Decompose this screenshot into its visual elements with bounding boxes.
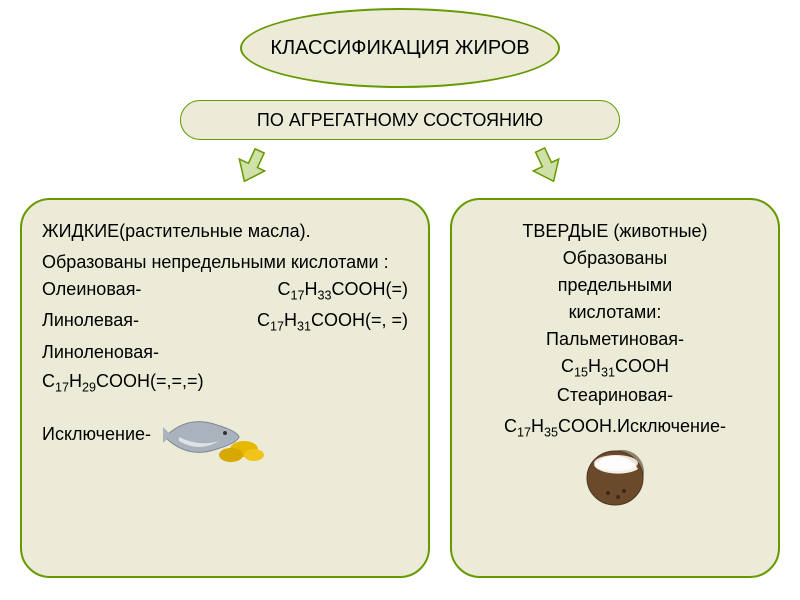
acid-row-stearic-name: Стеариновая-	[472, 382, 758, 409]
fish-capsules-icon	[159, 407, 269, 462]
acid-name: Линоленовая-	[42, 342, 159, 362]
acid-formula: C17H33COOH(=)	[277, 276, 408, 305]
acid-name: Олеиновая-	[42, 276, 141, 305]
liquid-fats-box: ЖИДКИЕ(растительные масла). Образованы н…	[20, 198, 430, 578]
coconut-icon	[580, 443, 650, 508]
subtitle-box: ПО АГРЕГАТНОМУ СОСТОЯНИЮ	[180, 100, 620, 140]
acid-row-stearic-formula: C17H35COOH.	[504, 416, 617, 436]
left-heading: ЖИДКИЕ(растительные масла).	[42, 218, 408, 245]
title-oval: КЛАССИФИКАЦИЯ ЖИРОВ	[240, 8, 560, 88]
title-text: КЛАССИФИКАЦИЯ ЖИРОВ	[270, 36, 529, 60]
acid-name: Линолевая-	[42, 307, 139, 336]
acid-row-linolenic: Линоленовая-	[42, 339, 408, 366]
acid-row-palmitic-formula: C15H31COOH	[472, 353, 758, 382]
exception-label: Исключение-	[617, 416, 726, 436]
right-intro-2: предельными	[472, 272, 758, 299]
left-intro: Образованы непредельными кислотами :	[42, 249, 408, 276]
arrow-right-icon	[530, 145, 570, 185]
acid-formula-linolenic: C17H29COOH(=,=,=)	[42, 368, 408, 397]
exception-label: Исключение-	[42, 421, 151, 448]
right-intro-3: кислотами:	[472, 299, 758, 326]
right-heading: ТВЕРДЫЕ (животные)	[472, 218, 758, 245]
solid-fats-box: ТВЕРДЫЕ (животные) Образованы предельным…	[450, 198, 780, 578]
acid-row-linoleic: Линолевая- C17H31COOH(=, =)	[42, 307, 408, 336]
subtitle-text: ПО АГРЕГАТНОМУ СОСТОЯНИЮ	[257, 110, 543, 131]
acid-row-oleic: Олеиновая- C17H33COOH(=)	[42, 276, 408, 305]
left-exception: Исключение-	[42, 407, 408, 462]
acid-formula: C17H31COOH(=, =)	[257, 307, 408, 336]
right-intro-1: Образованы	[472, 245, 758, 272]
acid-row-palmitic-name: Пальметиновая-	[472, 326, 758, 353]
right-exception: C17H35COOH.Исключение-	[472, 413, 758, 507]
arrow-left-icon	[230, 145, 270, 185]
